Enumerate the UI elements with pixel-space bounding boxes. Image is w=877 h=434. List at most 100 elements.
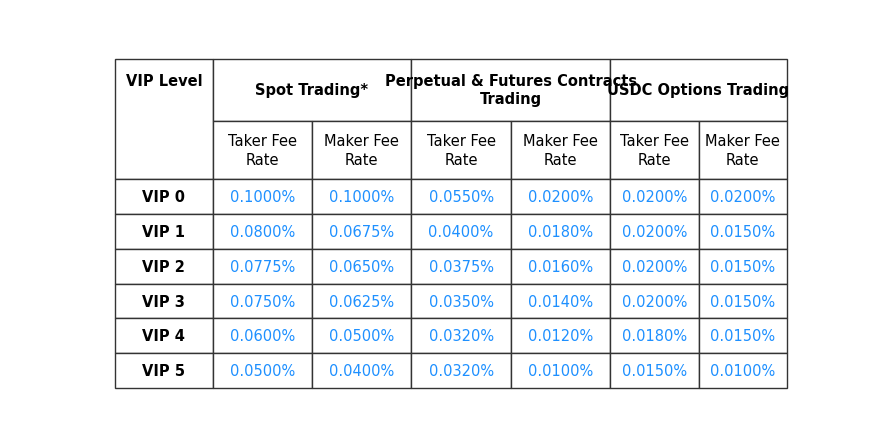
Bar (610, 354, 698, 388)
Bar (698, 214, 786, 249)
Text: 0.0675%: 0.0675% (329, 224, 394, 240)
Text: VIP 0: VIP 0 (142, 190, 185, 204)
Bar (212, 249, 311, 284)
Bar (212, 59, 411, 121)
Bar (411, 121, 510, 180)
Bar (212, 284, 311, 319)
Text: 0.0200%: 0.0200% (621, 294, 687, 309)
Bar (610, 180, 698, 214)
Text: VIP 5: VIP 5 (142, 363, 185, 378)
Text: Maker Fee
Rate: Maker Fee Rate (324, 134, 399, 167)
Text: 0.0500%: 0.0500% (329, 329, 394, 344)
Bar (311, 249, 411, 284)
Text: Perpetual & Futures Contracts
Trading: Perpetual & Futures Contracts Trading (384, 74, 636, 107)
Text: 0.0800%: 0.0800% (230, 224, 295, 240)
Text: 0.0500%: 0.0500% (230, 363, 295, 378)
Bar (212, 319, 311, 354)
Bar (411, 354, 510, 388)
Text: 0.0150%: 0.0150% (709, 329, 774, 344)
Text: 0.0375%: 0.0375% (428, 259, 493, 274)
Bar (311, 121, 411, 180)
Text: 0.0150%: 0.0150% (621, 363, 687, 378)
Text: 0.0320%: 0.0320% (428, 329, 493, 344)
Bar (115, 319, 212, 354)
Bar (311, 180, 411, 214)
Bar (698, 180, 786, 214)
Bar (411, 284, 510, 319)
Bar (510, 249, 610, 284)
Bar (212, 121, 311, 180)
Text: 0.0200%: 0.0200% (621, 224, 687, 240)
Bar (311, 354, 411, 388)
Text: VIP Level: VIP Level (125, 74, 202, 89)
Bar (115, 214, 212, 249)
Bar (411, 214, 510, 249)
Bar (610, 249, 698, 284)
Text: Taker Fee
Rate: Taker Fee Rate (426, 134, 495, 167)
Text: 0.0150%: 0.0150% (709, 259, 774, 274)
Text: Spot Trading*: Spot Trading* (255, 83, 368, 98)
Bar (510, 354, 610, 388)
Bar (610, 319, 698, 354)
Text: 0.0625%: 0.0625% (329, 294, 394, 309)
Bar (115, 180, 212, 214)
Text: 0.0150%: 0.0150% (709, 294, 774, 309)
Bar (610, 214, 698, 249)
Bar (311, 319, 411, 354)
Text: 0.1000%: 0.1000% (230, 190, 295, 204)
Text: 0.0120%: 0.0120% (527, 329, 593, 344)
Bar (212, 214, 311, 249)
Bar (411, 59, 610, 121)
Bar (212, 180, 311, 214)
Text: Maker Fee
Rate: Maker Fee Rate (523, 134, 597, 167)
Text: USDC Options Trading: USDC Options Trading (607, 83, 788, 98)
Bar (610, 59, 786, 121)
Text: 0.0200%: 0.0200% (709, 190, 774, 204)
Bar (411, 180, 510, 214)
Bar (411, 249, 510, 284)
Text: 0.1000%: 0.1000% (329, 190, 394, 204)
Bar (510, 180, 610, 214)
Text: 0.0180%: 0.0180% (527, 224, 592, 240)
Text: Maker Fee
Rate: Maker Fee Rate (704, 134, 780, 167)
Bar (115, 249, 212, 284)
Bar (115, 354, 212, 388)
Text: VIP 4: VIP 4 (142, 329, 185, 344)
Text: 0.0200%: 0.0200% (621, 259, 687, 274)
Bar (698, 319, 786, 354)
Bar (311, 214, 411, 249)
Bar (698, 249, 786, 284)
Text: 0.0400%: 0.0400% (428, 224, 493, 240)
Text: 0.0550%: 0.0550% (428, 190, 493, 204)
Text: Taker Fee
Rate: Taker Fee Rate (227, 134, 296, 167)
Text: 0.0160%: 0.0160% (527, 259, 592, 274)
Text: 0.0350%: 0.0350% (428, 294, 493, 309)
Text: 0.0200%: 0.0200% (527, 190, 593, 204)
Text: 0.0100%: 0.0100% (709, 363, 774, 378)
Text: 0.0775%: 0.0775% (230, 259, 295, 274)
Text: 0.0150%: 0.0150% (709, 224, 774, 240)
Text: 0.0600%: 0.0600% (230, 329, 295, 344)
Text: 0.0100%: 0.0100% (527, 363, 593, 378)
Bar (212, 354, 311, 388)
Bar (411, 319, 510, 354)
Bar (115, 284, 212, 319)
Bar (610, 284, 698, 319)
Bar (698, 121, 786, 180)
Text: 0.0140%: 0.0140% (527, 294, 592, 309)
Text: VIP 2: VIP 2 (142, 259, 185, 274)
Text: VIP 3: VIP 3 (142, 294, 185, 309)
Text: Taker Fee
Rate: Taker Fee Rate (619, 134, 688, 167)
Text: VIP 1: VIP 1 (142, 224, 185, 240)
Bar (510, 214, 610, 249)
Bar (115, 59, 212, 180)
Text: 0.0200%: 0.0200% (621, 190, 687, 204)
Text: 0.0320%: 0.0320% (428, 363, 493, 378)
Text: 0.0750%: 0.0750% (230, 294, 295, 309)
Text: 0.0400%: 0.0400% (329, 363, 394, 378)
Bar (510, 121, 610, 180)
Text: 0.0180%: 0.0180% (621, 329, 687, 344)
Bar (610, 121, 698, 180)
Bar (510, 284, 610, 319)
Bar (698, 284, 786, 319)
